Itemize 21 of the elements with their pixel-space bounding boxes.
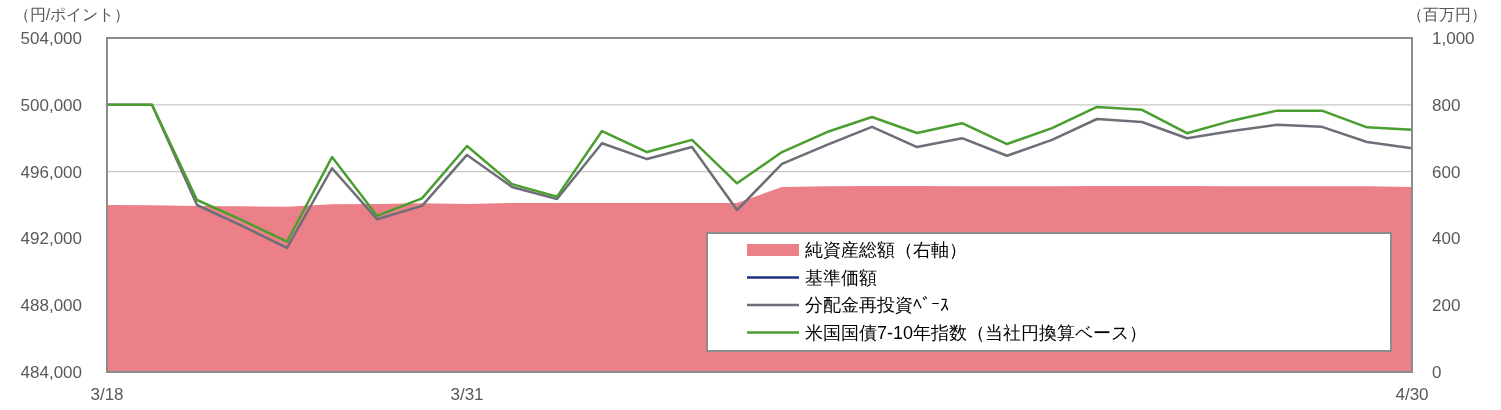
y-axis-title: （円/ポイント） — [13, 6, 131, 23]
x-tick-label: 4/30 — [1395, 385, 1429, 404]
y-tick-label: 500,000 — [20, 95, 82, 115]
y-tick-label: 492,000 — [20, 229, 82, 249]
y2-tick-label: 600 — [1432, 162, 1461, 182]
y2-tick-label: 800 — [1432, 95, 1461, 115]
legend-label: 基準価額 — [805, 267, 877, 288]
y2-tick-label: 200 — [1432, 296, 1461, 316]
y2-tick-label: 1,000 — [1432, 28, 1475, 48]
legend-label: 米国国債7-10年指数（当社円換算ベース） — [805, 322, 1148, 343]
y2-tick-label: 400 — [1432, 229, 1461, 249]
x-tick-label: 3/18 — [90, 385, 124, 404]
y-tick-label: 504,000 — [20, 28, 82, 48]
y2-axis-title: （百万円） — [1407, 6, 1487, 23]
y2-tick-label: 0 — [1432, 362, 1442, 382]
y-tick-label: 496,000 — [20, 162, 82, 182]
y-tick-label: 488,000 — [20, 296, 82, 316]
y-tick-label: 484,000 — [20, 362, 82, 382]
x-tick-label: 3/31 — [450, 385, 484, 404]
legend-label: 分配金再投資ﾍﾞｰｽ — [805, 295, 949, 316]
legend-label: 純資産総額（右軸） — [805, 240, 967, 261]
